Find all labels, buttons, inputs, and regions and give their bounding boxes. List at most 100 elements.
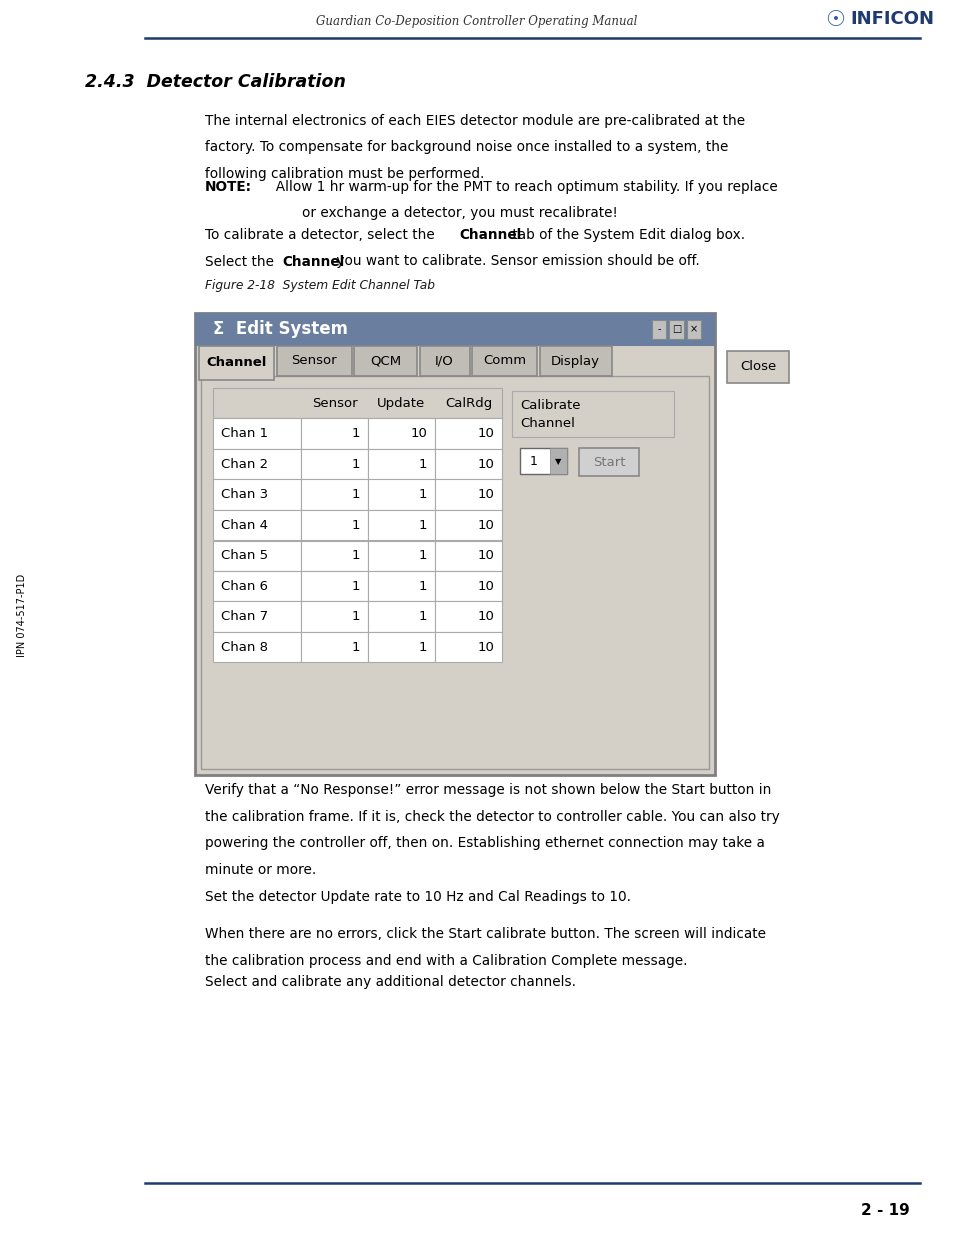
Text: IPN 074-517-P1D: IPN 074-517-P1D (17, 573, 27, 657)
Text: ☉: ☉ (824, 10, 844, 30)
FancyBboxPatch shape (435, 419, 501, 450)
Text: To calibrate a detector, select the: To calibrate a detector, select the (205, 228, 438, 242)
Text: 1: 1 (351, 550, 359, 562)
Text: following calibration must be performed.: following calibration must be performed. (205, 167, 484, 182)
FancyBboxPatch shape (435, 632, 501, 662)
Text: 1: 1 (418, 610, 427, 624)
Text: 2.4.3  Detector Calibration: 2.4.3 Detector Calibration (85, 73, 346, 91)
Text: 10: 10 (476, 579, 494, 593)
Text: tab of the System Edit dialog box.: tab of the System Edit dialog box. (508, 228, 744, 242)
Text: Chan 1: Chan 1 (221, 427, 268, 440)
FancyBboxPatch shape (472, 346, 537, 375)
Text: Set the detector Update rate to 10 Hz and Cal Readings to 10.: Set the detector Update rate to 10 Hz an… (205, 890, 630, 904)
FancyBboxPatch shape (686, 320, 700, 338)
Text: 1: 1 (418, 519, 427, 532)
Text: Update: Update (377, 396, 425, 410)
FancyBboxPatch shape (199, 346, 274, 380)
FancyBboxPatch shape (368, 510, 435, 541)
Text: 1: 1 (351, 458, 359, 471)
Text: Channel: Channel (206, 357, 267, 369)
FancyBboxPatch shape (578, 448, 639, 477)
Text: the calibration frame. If it is, check the detector to controller cable. You can: the calibration frame. If it is, check t… (205, 809, 779, 824)
FancyBboxPatch shape (368, 479, 435, 510)
Text: 10: 10 (476, 488, 494, 501)
FancyBboxPatch shape (213, 479, 301, 510)
FancyBboxPatch shape (213, 388, 501, 419)
Text: Select the: Select the (205, 254, 278, 268)
Text: 10: 10 (410, 427, 427, 440)
Text: you want to calibrate. Sensor emission should be off.: you want to calibrate. Sensor emission s… (332, 254, 699, 268)
Text: 1: 1 (351, 427, 359, 440)
Text: Sensor: Sensor (312, 396, 357, 410)
Text: CalRdg: CalRdg (444, 396, 492, 410)
FancyBboxPatch shape (368, 450, 435, 479)
FancyBboxPatch shape (368, 632, 435, 662)
Text: Channel: Channel (458, 228, 520, 242)
Text: 10: 10 (476, 519, 494, 532)
FancyBboxPatch shape (201, 375, 708, 769)
FancyBboxPatch shape (550, 448, 566, 474)
FancyBboxPatch shape (435, 450, 501, 479)
Text: Calibrate: Calibrate (519, 399, 579, 412)
FancyBboxPatch shape (435, 541, 501, 571)
Text: Comm: Comm (482, 354, 525, 368)
Text: 10: 10 (476, 641, 494, 653)
Text: Start: Start (592, 456, 624, 469)
FancyBboxPatch shape (276, 346, 351, 375)
Text: INFICON: INFICON (849, 10, 933, 28)
FancyBboxPatch shape (368, 419, 435, 450)
Text: 2 - 19: 2 - 19 (860, 1203, 908, 1218)
Text: 10: 10 (476, 610, 494, 624)
FancyBboxPatch shape (651, 320, 666, 338)
FancyBboxPatch shape (368, 541, 435, 571)
Text: the calibration process and end with a Calibration Complete message.: the calibration process and end with a C… (205, 953, 687, 967)
Text: Chan 8: Chan 8 (221, 641, 268, 653)
Text: factory. To compensate for background noise once installed to a system, the: factory. To compensate for background no… (205, 141, 727, 154)
FancyBboxPatch shape (213, 632, 301, 662)
FancyBboxPatch shape (368, 601, 435, 632)
Text: 1: 1 (418, 488, 427, 501)
FancyBboxPatch shape (213, 450, 301, 479)
FancyBboxPatch shape (301, 510, 368, 541)
FancyBboxPatch shape (213, 601, 301, 632)
FancyBboxPatch shape (194, 312, 714, 776)
Text: Chan 6: Chan 6 (221, 579, 268, 593)
Text: I/O: I/O (435, 354, 454, 368)
Text: minute or more.: minute or more. (205, 862, 315, 877)
FancyBboxPatch shape (301, 601, 368, 632)
Text: 1: 1 (351, 488, 359, 501)
Text: or exchange a detector, you must recalibrate!: or exchange a detector, you must recalib… (267, 206, 618, 221)
Text: Sensor: Sensor (291, 354, 336, 368)
Text: powering the controller off, then on. Establishing ethernet connection may take : powering the controller off, then on. Es… (205, 836, 764, 850)
FancyBboxPatch shape (213, 541, 301, 571)
Text: Channel: Channel (519, 417, 575, 431)
FancyBboxPatch shape (368, 571, 435, 601)
Text: 1: 1 (351, 579, 359, 593)
FancyBboxPatch shape (726, 351, 788, 383)
Text: -: - (657, 325, 660, 335)
Text: Chan 4: Chan 4 (221, 519, 268, 532)
Text: 10: 10 (476, 550, 494, 562)
Text: 1: 1 (418, 641, 427, 653)
Text: Verify that a “No Response!” error message is not shown below the Start button i: Verify that a “No Response!” error messa… (205, 783, 771, 797)
Text: 1: 1 (418, 579, 427, 593)
Text: QCM: QCM (370, 354, 400, 368)
Text: Select and calibrate any additional detector channels.: Select and calibrate any additional dete… (205, 974, 576, 989)
Text: 1: 1 (351, 519, 359, 532)
FancyBboxPatch shape (435, 601, 501, 632)
Text: Close: Close (740, 361, 776, 373)
Text: Allow 1 hr warm-up for the PMT to reach optimum stability. If you replace: Allow 1 hr warm-up for the PMT to reach … (267, 180, 777, 194)
Text: NOTE:: NOTE: (205, 180, 252, 194)
FancyBboxPatch shape (512, 391, 673, 437)
FancyBboxPatch shape (301, 450, 368, 479)
Text: Chan 2: Chan 2 (221, 458, 268, 471)
Text: 1: 1 (418, 458, 427, 471)
FancyBboxPatch shape (539, 346, 611, 375)
FancyBboxPatch shape (669, 320, 683, 338)
Text: 1: 1 (530, 454, 537, 468)
FancyBboxPatch shape (213, 419, 301, 450)
Text: ×: × (689, 325, 698, 335)
Text: 10: 10 (476, 458, 494, 471)
FancyBboxPatch shape (301, 479, 368, 510)
Text: □: □ (671, 325, 680, 335)
